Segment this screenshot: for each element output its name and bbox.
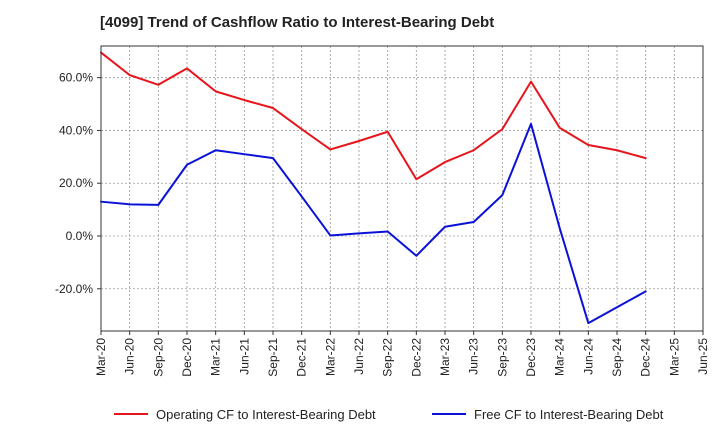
x-tick-label: Mar-20 (94, 338, 108, 376)
grid (100, 46, 704, 331)
y-axis-ticks: 60.0% 40.0% 20.0% 0.0% -20.0% (55, 71, 101, 296)
x-tick-label: Mar-23 (438, 338, 452, 376)
legend: Operating CF to Interest-Bearing Debt Fre… (114, 407, 664, 422)
y-tick-label: 40.0% (59, 123, 93, 137)
legend-item-operating-cf: Operating CF to Interest-Bearing Debt (114, 407, 376, 422)
x-tick-label: Jun-22 (352, 338, 366, 375)
x-tick-label: Sep-21 (266, 338, 280, 377)
x-tick-label: Mar-21 (209, 338, 223, 376)
plot-frame (100, 45, 704, 332)
x-axis-ticks: Mar-20 Jun-20 Sep-20 Dec-20 Mar-21 Jun-21 Sep-… (94, 331, 710, 377)
series-line-free-cf (100, 122, 647, 325)
x-tick-label: Sep-24 (610, 338, 624, 377)
x-tick-label: Sep-23 (495, 338, 509, 377)
x-tick-label: Mar-25 (667, 338, 681, 376)
series-lines (100, 51, 647, 325)
x-tick-label: Jun-25 (696, 338, 710, 375)
plot-border (100, 45, 704, 332)
x-tick-label: Jun-23 (467, 338, 481, 375)
chart-title: [4099] Trend of Cashflow Ratio to Intere… (100, 14, 495, 31)
y-tick-label: 20.0% (59, 176, 93, 190)
x-tick-label: Dec-24 (639, 338, 653, 377)
x-tick-label: Mar-24 (553, 338, 567, 376)
legend-item-free-cf: Free CF to Interest-Bearing Debt (432, 407, 664, 422)
x-tick-label: Sep-22 (381, 338, 395, 377)
x-tick-label: Mar-22 (323, 338, 337, 376)
x-tick-label: Jun-21 (237, 338, 251, 375)
x-tick-label: Dec-23 (524, 338, 538, 377)
x-tick-label: Jun-20 (123, 338, 137, 375)
x-tick-label: Dec-20 (180, 338, 194, 377)
x-tick-label: Jun-24 (581, 338, 595, 375)
legend-label: Free CF to Interest-Bearing Debt (474, 407, 664, 422)
series-line-operating-cf (100, 51, 647, 181)
x-tick-label: Dec-21 (295, 338, 309, 377)
y-tick-label: 0.0% (66, 229, 94, 243)
x-tick-label: Dec-22 (409, 338, 423, 377)
y-tick-label: 60.0% (59, 71, 93, 85)
y-tick-label: -20.0% (55, 282, 93, 296)
x-tick-label: Sep-20 (151, 338, 165, 377)
legend-label: Operating CF to Interest-Bearing Debt (156, 407, 376, 422)
